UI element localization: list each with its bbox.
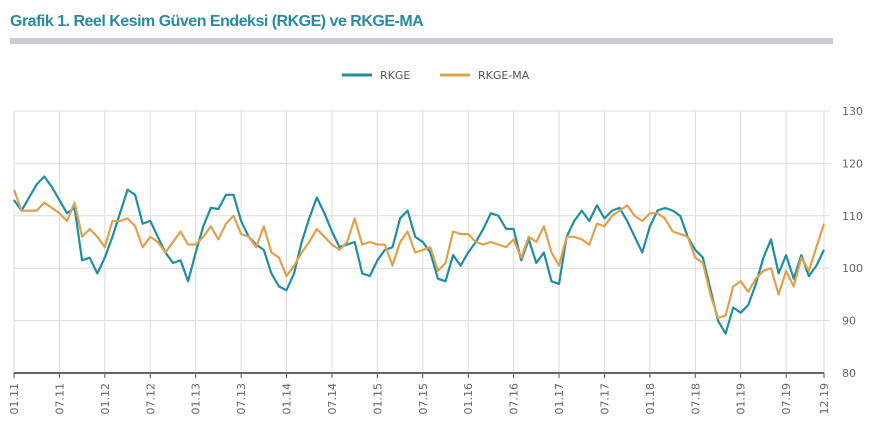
x-tick-label: 01.12 xyxy=(99,383,112,415)
series-line-rkge-ma xyxy=(12,189,826,320)
y-tick-label: 80 xyxy=(842,367,856,380)
x-tick-label: 01.11 xyxy=(8,383,21,415)
x-tick-label: 01.18 xyxy=(644,383,657,415)
x-tick-label: 07.18 xyxy=(689,383,702,415)
legend-label-rkge-ma: RKGE-MA xyxy=(478,69,530,82)
x-tick-label: 01.16 xyxy=(462,383,475,415)
x-tick-label: 01.19 xyxy=(735,383,748,415)
x-tick-label: 07.16 xyxy=(508,383,521,415)
x-tick-label: 01.14 xyxy=(281,383,294,415)
axes: 80 90 100 110 120 130 01.11 07.11 01.12 07.12 01.1… xyxy=(8,105,863,415)
x-tick-label: 01.17 xyxy=(553,383,566,415)
y-tick-label: 120 xyxy=(842,157,863,170)
y-tick-label: 110 xyxy=(842,210,863,223)
x-tick-label: 07.13 xyxy=(235,383,248,415)
x-tick-label: 07.11 xyxy=(53,383,66,415)
x-tick-label: 07.17 xyxy=(598,383,611,415)
legend: RKGE RKGE-MA xyxy=(342,69,530,82)
legend-label-rkge: RKGE xyxy=(380,69,410,82)
x-tick-label: 07.12 xyxy=(144,383,157,415)
x-tick-label: 07.14 xyxy=(326,383,339,415)
grid xyxy=(13,110,830,373)
x-tick-label: 12.19 xyxy=(818,383,831,415)
y-tick-label: 90 xyxy=(842,315,856,328)
y-tick-label: 130 xyxy=(842,105,863,118)
x-tick-label: 01.13 xyxy=(190,383,203,415)
series-line-rkge xyxy=(13,175,825,335)
x-tick-label: 07.19 xyxy=(780,383,793,415)
x-tick-label: 07.15 xyxy=(417,383,430,415)
chart-title: Grafik 1. Reel Kesim Güven Endeksi (RKGE… xyxy=(10,13,424,30)
x-tick-label: 01.15 xyxy=(371,383,384,415)
title-underline xyxy=(10,38,833,44)
series-lines xyxy=(12,175,826,335)
y-tick-label: 100 xyxy=(842,262,863,275)
